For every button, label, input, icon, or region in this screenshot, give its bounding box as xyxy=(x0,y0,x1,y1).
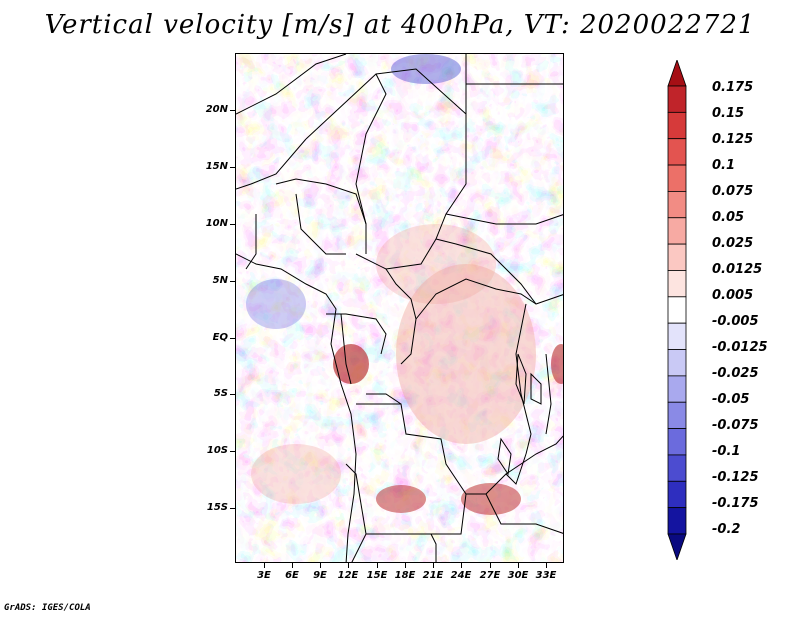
colorbar-label: 0.005 xyxy=(712,288,754,303)
colorbar-label: -0.1 xyxy=(712,444,741,459)
colorbar xyxy=(667,60,687,560)
strong-ascent-zambia xyxy=(461,483,521,515)
colorbar-segment xyxy=(667,507,687,535)
y-tick xyxy=(230,338,235,339)
colorbar-label: -0.025 xyxy=(712,366,759,381)
x-tick xyxy=(546,563,547,568)
y-label-eq: EQ xyxy=(212,332,228,343)
colorbar-segment xyxy=(667,480,687,509)
x-tick xyxy=(518,563,519,568)
x-label-12e: 12E xyxy=(337,570,359,581)
y-tick xyxy=(230,224,235,225)
y-label-20n: 20N xyxy=(205,104,228,115)
colorbar-segment xyxy=(667,85,687,113)
y-tick xyxy=(230,110,235,111)
x-label-33e: 33E xyxy=(535,570,557,581)
colorbar-label: -0.005 xyxy=(712,314,759,329)
x-label-18e: 18E xyxy=(394,570,416,581)
colorbar-label: -0.05 xyxy=(712,392,750,407)
x-tick xyxy=(433,563,434,568)
y-label-5n: 5N xyxy=(212,275,228,286)
lake-outlines xyxy=(497,353,542,476)
y-tick xyxy=(230,167,235,168)
map-canvas xyxy=(236,54,563,562)
y-tick xyxy=(230,281,235,282)
x-label-9e: 9E xyxy=(313,570,327,581)
colorbar-segment xyxy=(667,217,687,245)
x-label-6e: 6E xyxy=(285,570,299,581)
colorbar-top-arrow xyxy=(667,60,687,87)
colorbar-label: 0.125 xyxy=(712,132,754,147)
colorbar-label: 0.15 xyxy=(712,106,745,121)
descent-zone-gulf xyxy=(246,279,306,329)
x-label-27e: 27E xyxy=(479,570,501,581)
map-panel xyxy=(235,53,564,563)
colorbar-segment xyxy=(667,243,687,271)
colorbar-label: -0.0125 xyxy=(712,340,768,355)
y-label-10n: 10N xyxy=(205,218,228,229)
x-tick xyxy=(264,563,265,568)
colorbar-label: 0.175 xyxy=(712,80,754,95)
y-label-10s: 10S xyxy=(206,445,228,456)
strong-ascent-east xyxy=(551,344,563,384)
colorbar-segments xyxy=(667,60,687,560)
chart-title: Vertical velocity [m/s] at 400hPa, VT: 2… xyxy=(44,10,756,40)
x-label-15e: 15E xyxy=(366,570,388,581)
colorbar-label: 0.075 xyxy=(712,184,754,199)
footer-credit: GrADS: IGES/COLA xyxy=(4,603,91,613)
colorbar-label: -0.075 xyxy=(712,418,759,433)
colorbar-label: 0.1 xyxy=(712,158,736,173)
ascent-zone-north xyxy=(376,224,496,304)
ascent-zone-congo xyxy=(396,264,536,444)
coastline xyxy=(236,253,357,562)
y-label-15s: 15S xyxy=(206,502,228,513)
colorbar-label: -0.2 xyxy=(712,522,741,537)
y-tick xyxy=(230,508,235,509)
y-tick xyxy=(230,394,235,395)
country-borders xyxy=(236,54,563,562)
velocity-field-detail xyxy=(236,54,563,562)
x-tick xyxy=(461,563,462,568)
x-label-21e: 21E xyxy=(422,570,444,581)
x-tick xyxy=(490,563,491,568)
x-tick xyxy=(377,563,378,568)
ascent-zone-south-west xyxy=(251,444,341,504)
colorbar-segment xyxy=(667,111,687,140)
colorbar-label: 0.0125 xyxy=(712,262,763,277)
x-tick xyxy=(405,563,406,568)
colorbar-segment xyxy=(667,270,687,298)
colorbar-segment xyxy=(667,296,687,324)
x-label-24e: 24E xyxy=(450,570,472,581)
x-tick xyxy=(348,563,349,568)
colorbar-segment xyxy=(667,401,687,429)
colorbar-segment xyxy=(667,322,687,350)
colorbar-segment xyxy=(667,428,687,456)
colorbar-segment xyxy=(667,349,687,377)
colorbar-label: -0.175 xyxy=(712,496,759,511)
strong-ascent-gabon xyxy=(333,344,369,384)
x-label-30e: 30E xyxy=(507,570,529,581)
x-tick xyxy=(320,563,321,568)
strong-ascent-angola xyxy=(376,485,426,513)
y-label-15n: 15N xyxy=(205,161,228,172)
strong-descent-north xyxy=(391,54,461,84)
colorbar-label: 0.025 xyxy=(712,236,754,251)
colorbar-bottom-arrow xyxy=(667,533,687,560)
colorbar-segment xyxy=(667,191,687,219)
colorbar-segment xyxy=(667,138,687,166)
x-tick xyxy=(292,563,293,568)
colorbar-segment xyxy=(667,164,687,192)
colorbar-segment xyxy=(667,454,687,482)
colorbar-label: -0.125 xyxy=(712,470,759,485)
x-label-3e: 3E xyxy=(257,570,271,581)
colorbar-segment xyxy=(667,375,687,403)
y-tick xyxy=(230,451,235,452)
y-label-5s: 5S xyxy=(213,388,228,399)
colorbar-label: 0.05 xyxy=(712,210,745,225)
